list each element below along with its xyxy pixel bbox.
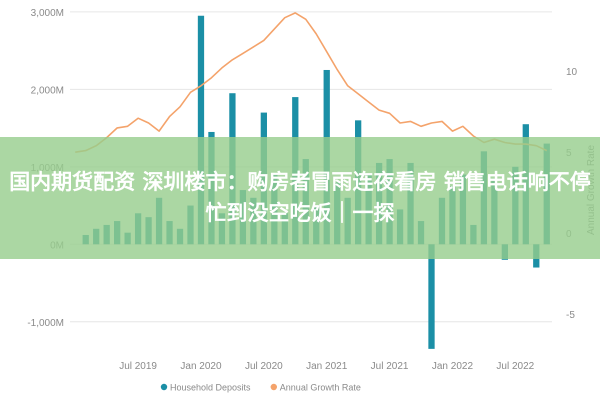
right-axis-tick-label: -5	[566, 310, 575, 321]
left-axis-tick-label: -1,000M	[27, 318, 64, 329]
legend-label: Household Deposits	[170, 383, 251, 393]
right-axis-tick-label: 10	[566, 67, 578, 78]
bar-household-deposits	[197, 15, 205, 245]
left-axis-tick-label: 3,000M	[31, 8, 64, 19]
legend-label: Annual Growth Rate	[280, 383, 361, 393]
legend-marker-household-deposits	[160, 383, 168, 391]
line-annual-growth-rate	[75, 12, 548, 153]
x-axis-tick-label: Jul 2020	[245, 361, 283, 372]
x-axis-tick-label: Jul 2022	[496, 361, 534, 372]
x-axis-tick-label: Jul 2021	[371, 361, 409, 372]
x-axis-tick-label: Jul 2019	[119, 361, 157, 372]
x-axis-tick-label: Jan 2021	[306, 361, 348, 372]
headline-text: 国内期货配资 深圳楼市：购房者冒雨连夜看房 销售电话响不停 忙到没空吃饭｜一探	[9, 170, 591, 225]
legend-marker-annual-growth-rate	[270, 383, 277, 391]
headline-banner: 国内期货配资 深圳楼市：购房者冒雨连夜看房 销售电话响不停 忙到没空吃饭｜一探	[0, 137, 600, 259]
left-axis-tick-label: 2,000M	[31, 85, 64, 96]
x-axis-tick-label: Jan 2020	[180, 361, 222, 372]
x-axis-tick-label: Jan 2022	[432, 361, 474, 372]
bar-household-deposits	[428, 244, 435, 349]
